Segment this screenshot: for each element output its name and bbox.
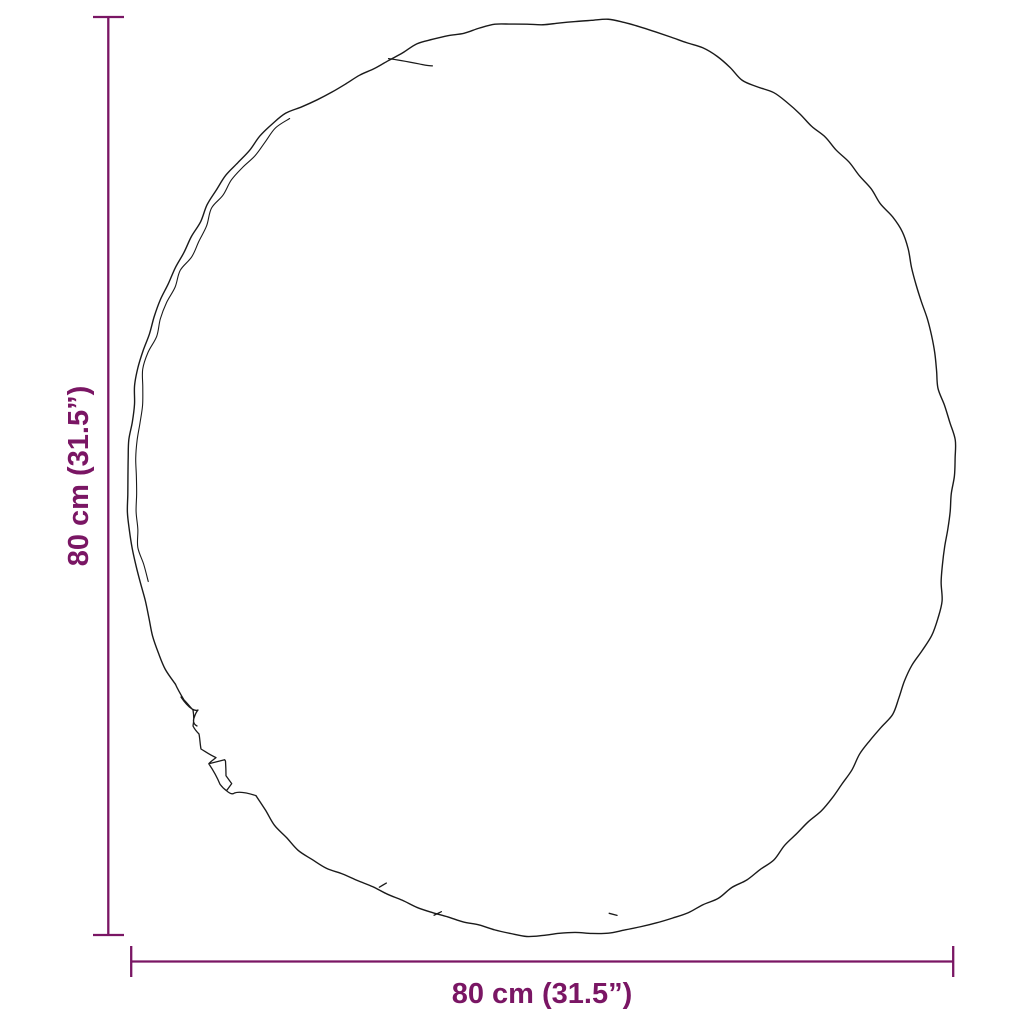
svg-text:80 cm (31.5”): 80 cm (31.5”)	[63, 386, 95, 567]
svg-text:80 cm (31.5”): 80 cm (31.5”)	[452, 978, 633, 1010]
